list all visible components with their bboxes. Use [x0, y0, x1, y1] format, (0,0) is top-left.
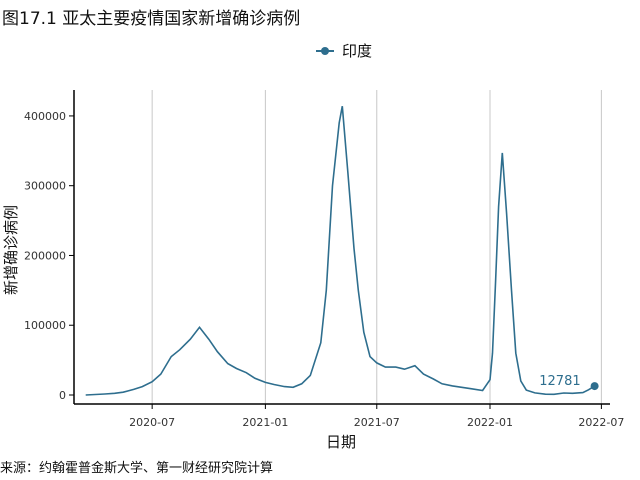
- y-tick-label-4: 400000: [24, 110, 66, 123]
- x-tick-label-0: 2020-07: [129, 416, 175, 429]
- x-tick-label-3: 2022-01: [467, 416, 513, 429]
- legend-label-india: 印度: [342, 42, 373, 60]
- y-axis-title: 新增确诊病例: [2, 205, 20, 295]
- x-tick-label-2: 2021-07: [354, 416, 400, 429]
- y-tick-label-1: 100000: [24, 319, 66, 332]
- x-tick-label-4: 2022-07: [578, 416, 624, 429]
- legend: 印度: [316, 40, 372, 61]
- legend-key-india: [316, 42, 334, 60]
- grid-lines: [151, 90, 602, 404]
- x-axis-ticks: 2020-07 2021-01 2021-07 2022-01 2022-07: [129, 404, 624, 429]
- y-axis-ticks: 0 100000 200000 300000 400000: [24, 110, 74, 402]
- chart-title: 图17.1 亚太主要疫情国家新增确诊病例: [2, 9, 301, 29]
- source-note: 来源：约翰霍普金斯大学、第一财经研究院计算: [0, 461, 274, 476]
- y-tick-label-0: 0: [59, 389, 66, 402]
- y-tick-label-2: 200000: [24, 249, 66, 262]
- y-tick-label-3: 300000: [24, 180, 66, 193]
- end-value-label: 12781: [539, 374, 580, 389]
- x-axis-title: 日期: [326, 433, 356, 451]
- x-tick-label-1: 2021-01: [242, 416, 288, 429]
- series-line-india: [85, 106, 596, 396]
- end-point-india: [590, 382, 599, 391]
